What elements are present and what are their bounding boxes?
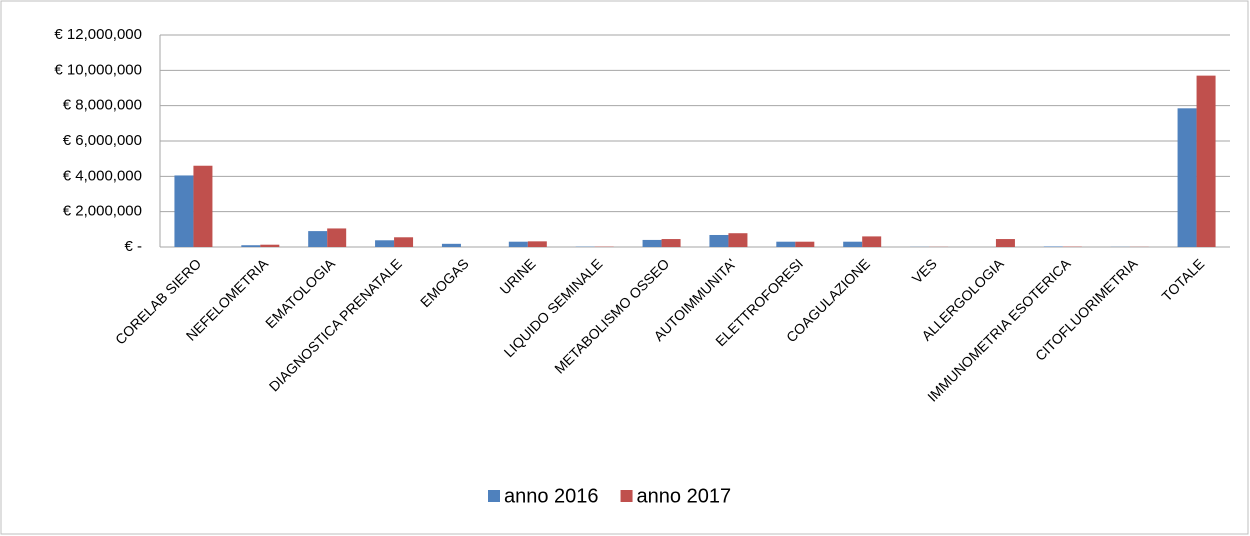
bar [862, 236, 882, 247]
bar [1177, 108, 1197, 247]
bar [375, 240, 395, 247]
bar [260, 244, 280, 247]
y-tick-label: € 8,000,000 [63, 97, 142, 114]
legend-label: anno 2016 [504, 485, 599, 507]
y-tick-label: € 10,000,000 [54, 61, 142, 78]
y-tick-label: € - [124, 238, 142, 255]
bar [661, 239, 681, 247]
bar [308, 231, 328, 247]
legend-swatch [488, 490, 500, 502]
bar [1043, 246, 1063, 247]
y-tick-label: € 6,000,000 [63, 132, 142, 149]
y-tick-label: € 4,000,000 [63, 167, 142, 184]
bar [394, 237, 414, 247]
bar [843, 241, 863, 247]
bar [995, 239, 1015, 247]
bar [508, 241, 528, 247]
bar [728, 233, 748, 247]
bar [709, 234, 729, 247]
bar [795, 241, 815, 247]
bar [527, 241, 547, 247]
y-tick-label: € 12,000,000 [54, 26, 142, 43]
bar [174, 175, 194, 247]
y-tick-label: € 2,000,000 [63, 203, 142, 220]
legend-swatch [620, 490, 633, 502]
bar [193, 165, 213, 247]
bar [241, 245, 261, 247]
bar [327, 228, 347, 247]
legend-label: anno 2017 [637, 485, 732, 507]
bar [776, 241, 796, 247]
bar [441, 243, 461, 247]
bar [1196, 75, 1216, 247]
bar [642, 239, 662, 247]
